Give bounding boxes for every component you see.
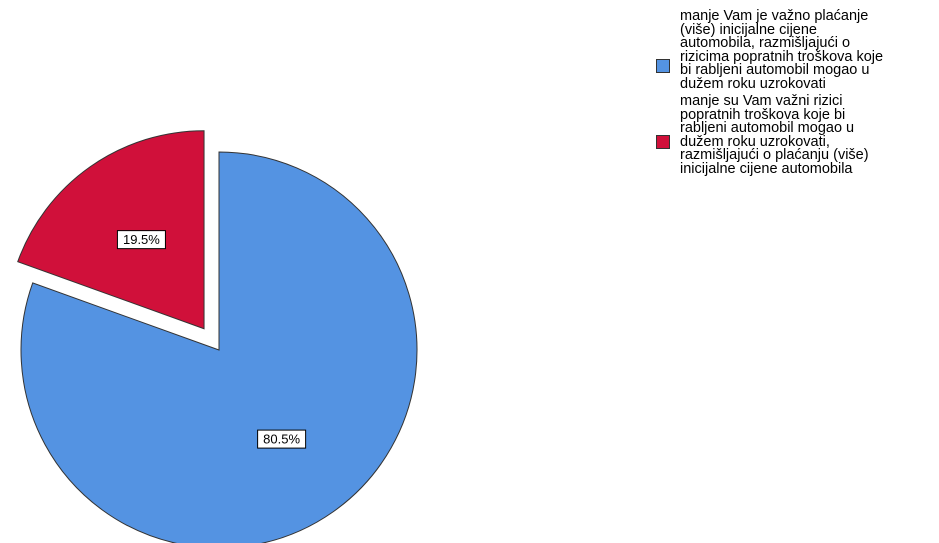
legend: manje Vam je važno plaćanje (više) inici…	[656, 8, 939, 180]
legend-swatch-1	[656, 59, 670, 73]
legend-label-1: manje Vam je važno plaćanje (više) inici…	[680, 8, 884, 92]
data-label-2: 19.5%	[116, 230, 166, 250]
legend-item-1: manje Vam je važno plaćanje (više) inici…	[656, 8, 939, 92]
pie-slice-2	[17, 130, 205, 330]
svg-text:80.5%: 80.5%	[263, 432, 300, 447]
legend-item-2: manje su Vam važni rizici popratnih troš…	[656, 93, 939, 177]
pie-slice-1	[20, 151, 418, 543]
legend-label-2: manje su Vam važni rizici popratnih troš…	[680, 93, 869, 177]
data-label-1: 80.5%	[257, 429, 307, 449]
legend-swatch-2	[656, 135, 670, 149]
svg-text:19.5%: 19.5%	[123, 232, 160, 247]
